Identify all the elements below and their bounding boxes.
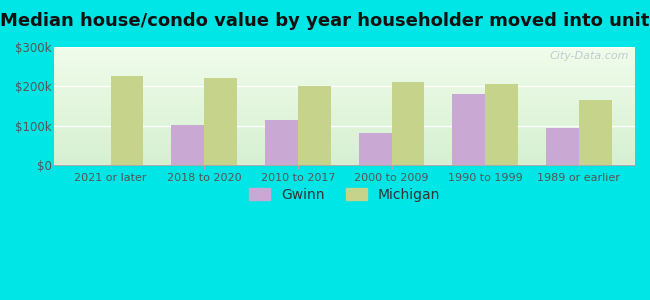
Bar bbox=[204, 78, 237, 165]
Bar bbox=[452, 94, 485, 165]
Bar bbox=[391, 82, 424, 165]
Text: City-Data.com: City-Data.com bbox=[550, 50, 629, 61]
Legend: Gwinn, Michigan: Gwinn, Michigan bbox=[244, 182, 445, 208]
Bar bbox=[172, 125, 204, 165]
Text: Median house/condo value by year householder moved into unit: Median house/condo value by year househo… bbox=[0, 12, 650, 30]
Bar bbox=[485, 84, 518, 165]
Bar bbox=[298, 85, 331, 165]
Bar bbox=[111, 76, 144, 165]
Bar bbox=[546, 128, 578, 165]
Bar bbox=[578, 100, 612, 165]
Bar bbox=[359, 134, 391, 165]
Bar bbox=[265, 120, 298, 165]
